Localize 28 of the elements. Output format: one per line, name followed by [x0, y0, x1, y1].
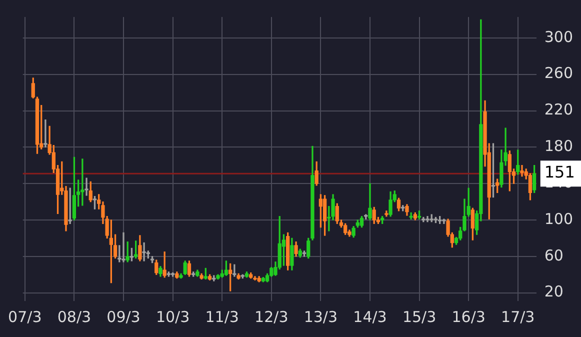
x-tick-label: 13/3	[304, 308, 338, 326]
x-tick-label: 15/3	[402, 308, 436, 326]
candlestick	[44, 120, 48, 148]
candlestick	[409, 212, 413, 220]
candlestick	[232, 264, 236, 277]
x-tick-label: 07/3	[8, 308, 42, 326]
x-tick-label: 09/3	[106, 308, 140, 326]
candlestick	[80, 158, 84, 206]
ref-line-label: 151	[544, 162, 575, 182]
x-tick-label: 16/3	[452, 308, 486, 326]
candlestick	[122, 232, 126, 262]
candlestick	[84, 178, 88, 196]
candlestick	[142, 242, 146, 262]
y-tick-label: 180	[544, 137, 574, 156]
y-tick-label: 20	[544, 282, 564, 301]
x-tick-label: 17/3	[501, 308, 535, 326]
y-tick-label: 60	[544, 246, 564, 264]
y-tick-label: 260	[544, 64, 574, 82]
y-tick-label: 100	[544, 210, 574, 228]
x-tick-label: 08/3	[57, 308, 92, 326]
candlestick	[520, 165, 524, 177]
y-tick-label: 300	[544, 28, 574, 46]
x-tick-label: 10/3	[156, 308, 190, 326]
x-tick-label: 14/3	[353, 308, 387, 326]
x-tick-label: 11/3	[205, 308, 239, 326]
candlestick	[442, 218, 446, 224]
x-tick-label: 12/3	[254, 308, 288, 326]
y-tick-label: 220	[544, 100, 574, 119]
